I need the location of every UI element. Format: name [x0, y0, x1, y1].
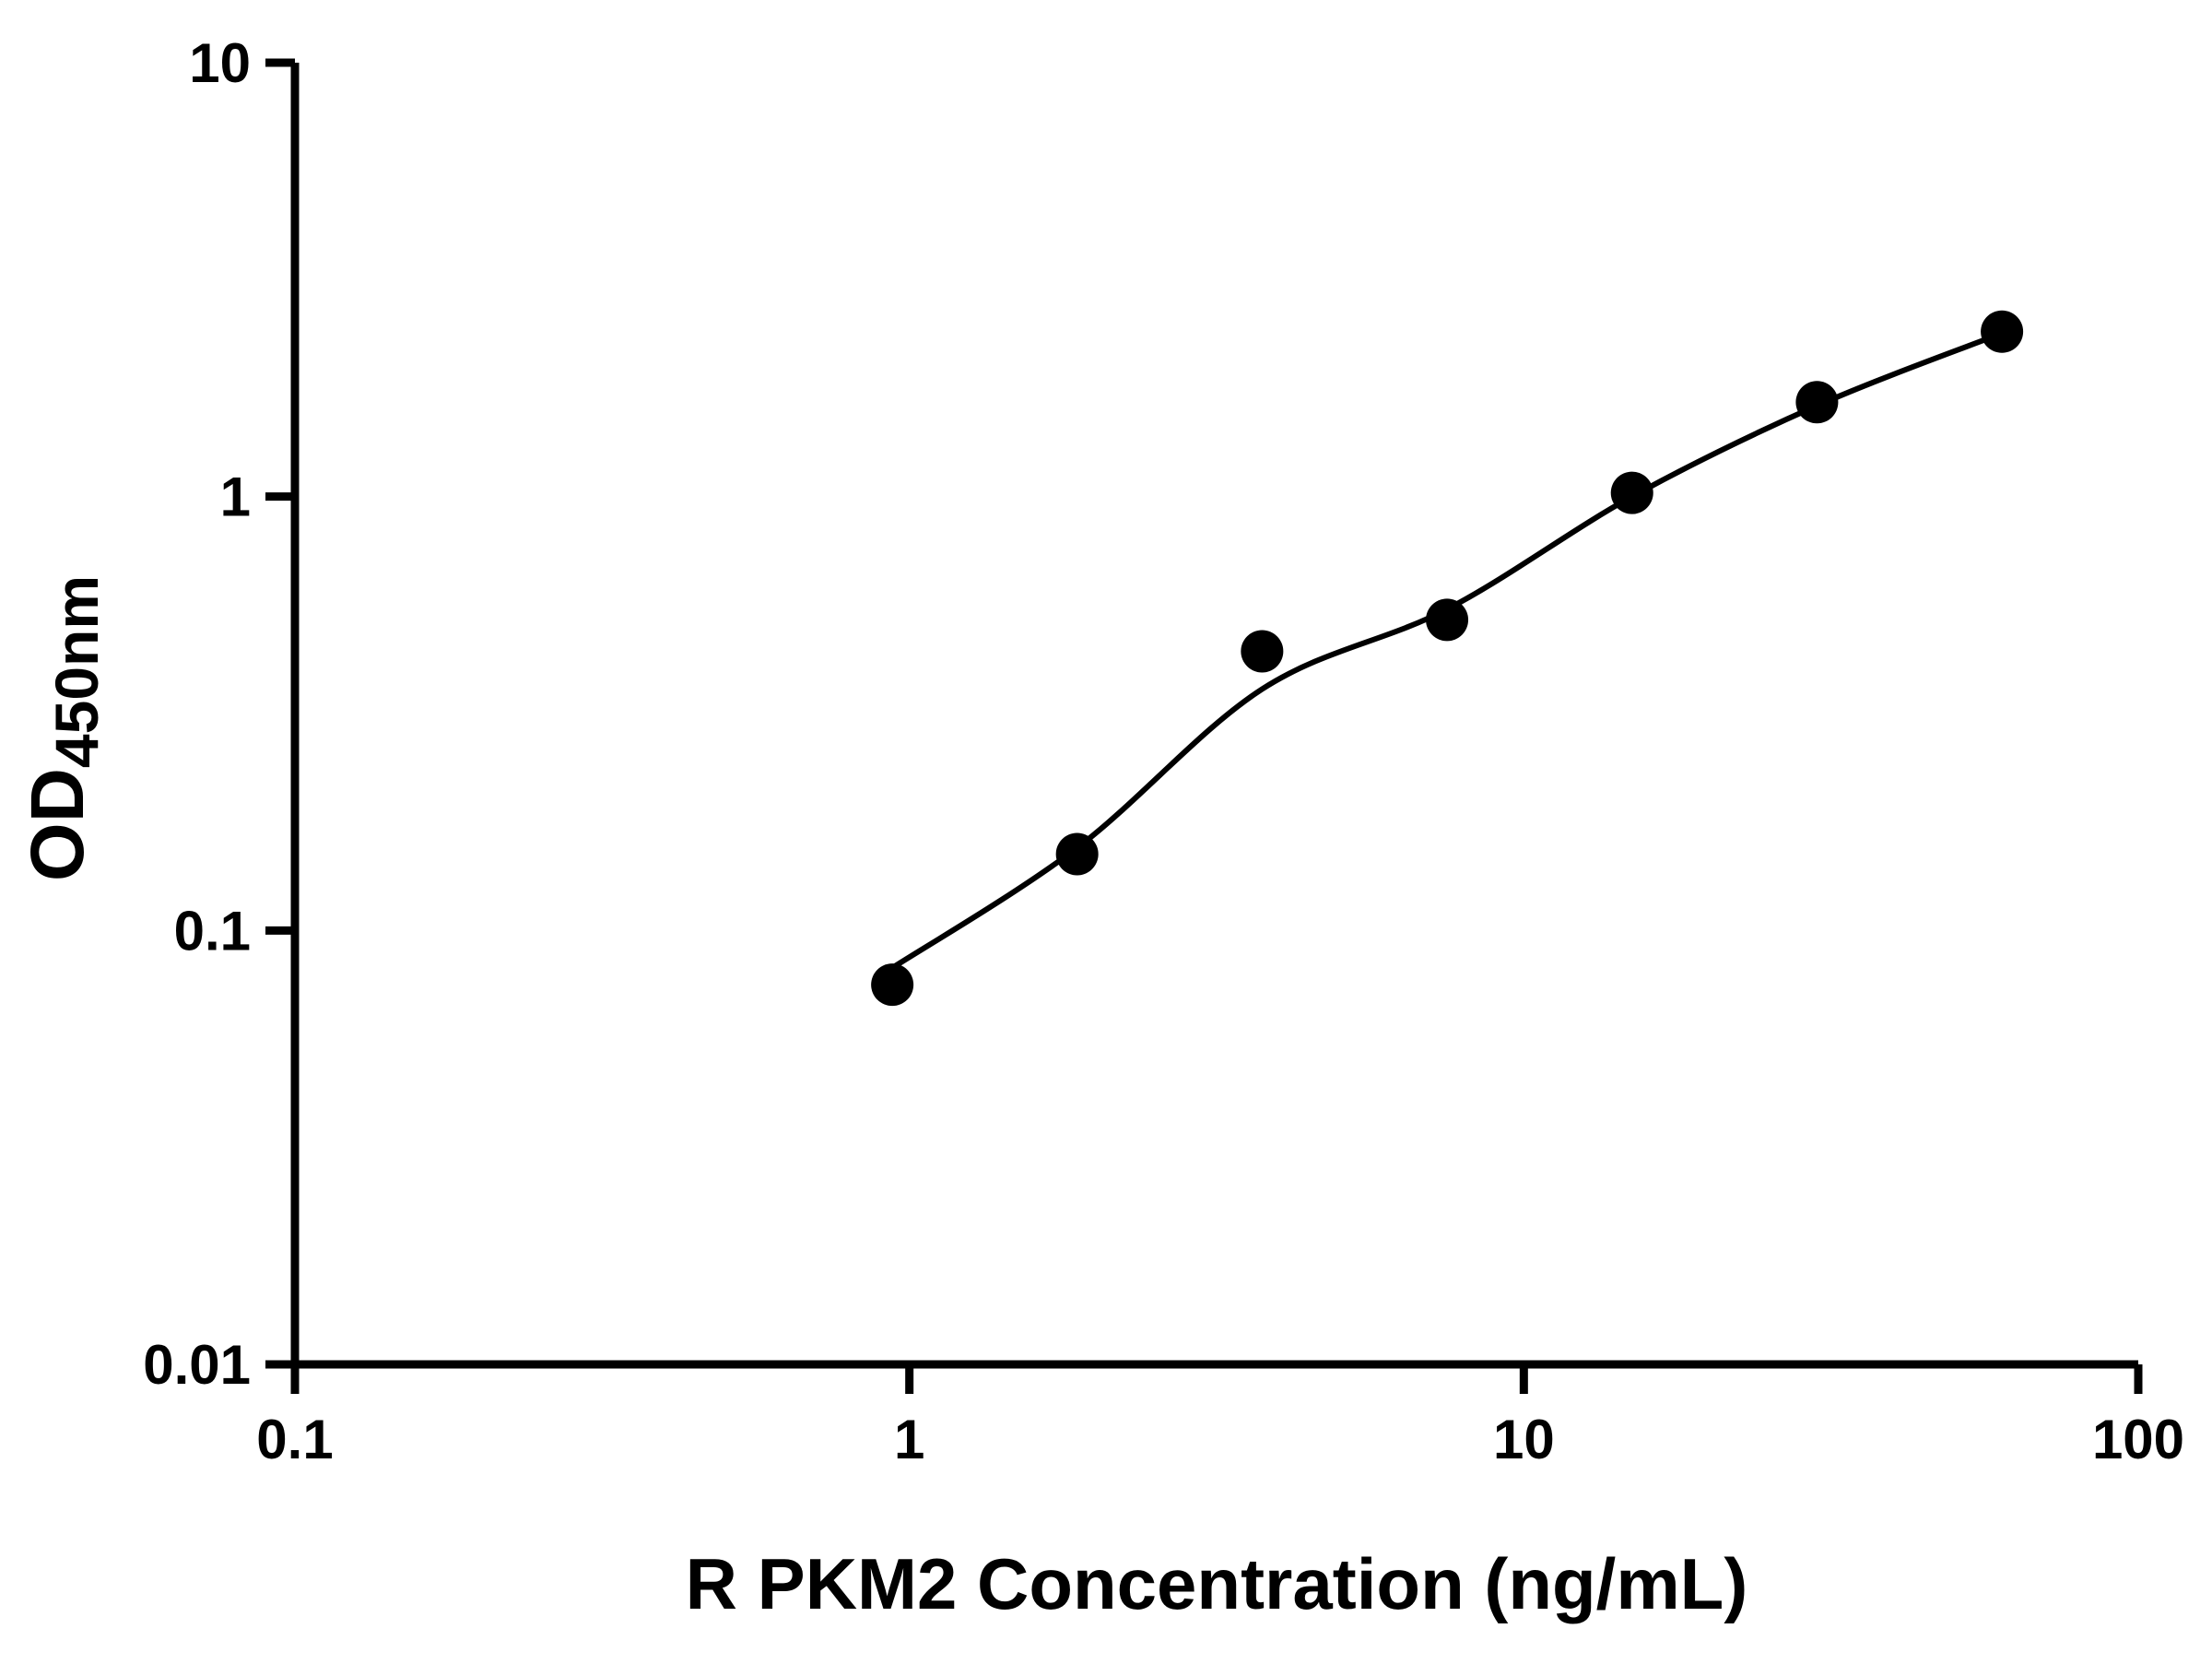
axis-spines: [290, 63, 2138, 1369]
y-tick-label: 0.1: [174, 900, 251, 962]
axes-layer: [265, 58, 2143, 1394]
data-point: [1610, 471, 1653, 514]
fit-curve-layer: [890, 330, 2004, 971]
y-tick-label: 1: [220, 466, 251, 528]
x-tick-label: 1: [894, 1409, 924, 1470]
y-axis-title-subscript: 450nm: [42, 575, 111, 768]
x-axis-title: R PKM2 Concentration (ng/mL): [686, 1543, 1748, 1624]
data-point: [1795, 381, 1839, 424]
x-tick-label: 0.1: [256, 1409, 333, 1470]
data-point: [1055, 832, 1099, 876]
y-axis-title: OD450nm: [16, 575, 111, 881]
data-point: [871, 963, 914, 1007]
data-points-layer: [871, 310, 2024, 1007]
fit-curve: [890, 330, 2004, 971]
y-tick-label: 10: [189, 32, 251, 94]
data-point: [1426, 598, 1469, 642]
x-tick-label: 100: [2092, 1409, 2184, 1470]
y-axis-title-main: OD: [16, 768, 100, 881]
data-point: [1981, 310, 2024, 353]
x-tick-label: 10: [1493, 1409, 1555, 1470]
data-point: [1241, 630, 1284, 673]
y-tick-label: 0.01: [143, 1334, 251, 1396]
